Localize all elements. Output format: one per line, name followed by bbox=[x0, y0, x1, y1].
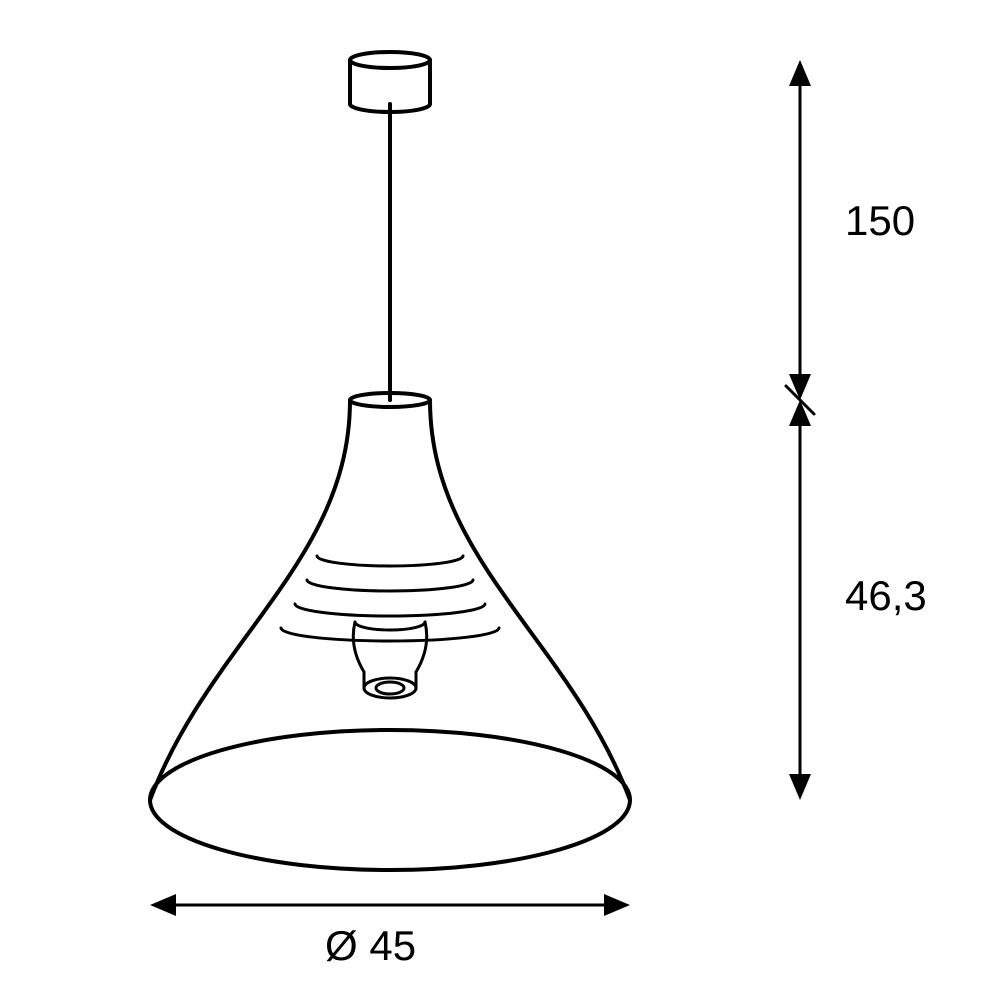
cable-height-arrow bbox=[789, 60, 811, 400]
width-arrow bbox=[150, 894, 630, 916]
width-label: Ø 45 bbox=[325, 922, 416, 969]
shade-height-label: 46,3 bbox=[845, 572, 927, 619]
shade-height-arrow bbox=[789, 400, 811, 800]
cable-height-label: 150 bbox=[845, 197, 915, 244]
dimension-diagram: Ø 45 150 46,3 bbox=[0, 0, 1000, 1000]
